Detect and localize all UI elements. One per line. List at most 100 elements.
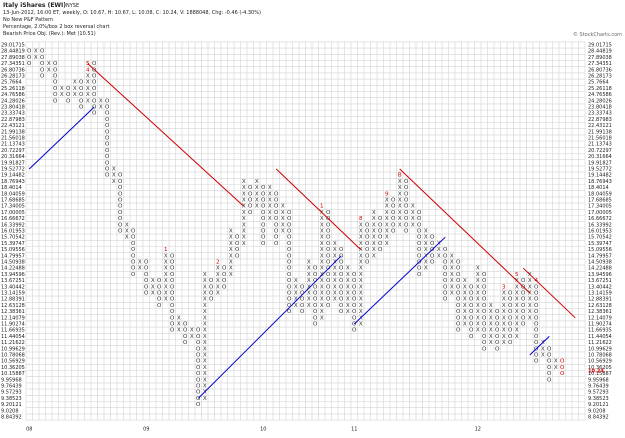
o-box: O — [417, 260, 422, 266]
y-tick-label-right: 19.52772 — [588, 166, 612, 172]
x-box: X — [320, 315, 324, 321]
x-box: X — [99, 104, 103, 110]
x-box: X — [398, 204, 402, 210]
o-box: O — [339, 309, 344, 315]
x-box: X — [203, 365, 207, 371]
month-mark: 4 — [86, 67, 90, 73]
o-box: O — [443, 247, 448, 253]
y-tick-label-right: 12.14079 — [588, 315, 612, 321]
x-box: X — [190, 334, 194, 340]
x-box: X — [346, 297, 350, 303]
o-box: O — [313, 322, 318, 328]
x-box: X — [229, 266, 233, 272]
o-box: O — [534, 334, 539, 340]
x-box: X — [242, 210, 246, 216]
o-box: O — [92, 98, 97, 104]
month-mark: 1 — [320, 204, 324, 210]
column: OOO — [66, 86, 71, 104]
o-box: O — [326, 229, 331, 235]
y-tick-label: 24.28026 — [1, 98, 25, 104]
o-box: O — [482, 340, 487, 346]
o-box: O — [196, 334, 201, 340]
o-box: O — [456, 315, 461, 321]
o-box: O — [365, 247, 370, 253]
o-box: O — [287, 309, 292, 315]
y-tick-label: 12.38361 — [1, 309, 25, 315]
y-tick-label: 13.94596 — [1, 272, 25, 278]
x-box: X — [281, 222, 285, 228]
trendline — [197, 255, 342, 399]
x-box: X — [229, 235, 233, 241]
o-box: O — [391, 216, 396, 222]
x-box: X — [385, 235, 389, 241]
o-box: O — [222, 266, 227, 272]
x-box: X — [528, 284, 532, 290]
column: XX — [99, 98, 103, 110]
y-tick-label: 22.43121 — [1, 123, 25, 129]
x-box: X — [203, 297, 207, 303]
o-box: O — [235, 241, 240, 247]
o-box: O — [456, 284, 461, 290]
x-box: X — [359, 284, 363, 290]
o-box: O — [248, 191, 253, 197]
x-box: X — [216, 291, 220, 297]
o-box: O — [482, 278, 487, 284]
o-box: O — [495, 315, 500, 321]
x-box: X — [203, 334, 207, 340]
y-tick-label: 29.01715 — [1, 43, 25, 49]
x-box: X — [86, 80, 90, 86]
o-box: O — [547, 346, 552, 352]
x-box: X — [502, 340, 506, 346]
o-box: O — [534, 359, 539, 365]
x-box: X — [359, 266, 363, 272]
o-box: O — [235, 253, 240, 259]
x-box: X — [164, 266, 168, 272]
x-box: X — [320, 260, 324, 266]
o-box: O — [521, 322, 526, 328]
o-box: O — [469, 322, 474, 328]
x-box: X — [242, 179, 246, 185]
y-tick-label: 16.01953 — [1, 229, 25, 235]
y-tick-label-right: 24.28026 — [588, 98, 612, 104]
x-tick-label: 09 — [143, 427, 149, 433]
o-box: O — [430, 241, 435, 247]
x-box: X — [359, 278, 363, 284]
y-tick-label: 12.14079 — [1, 315, 25, 321]
o-box: O — [352, 328, 357, 334]
x-box: X — [476, 328, 480, 334]
o-box: O — [352, 322, 357, 328]
o-box: O — [534, 297, 539, 303]
o-box: O — [495, 334, 500, 340]
x-box: X — [203, 390, 207, 396]
o-box: O — [105, 142, 110, 148]
o-box: O — [469, 315, 474, 321]
o-box: O — [131, 241, 136, 247]
x-box: X — [385, 204, 389, 210]
o-box: O — [534, 353, 539, 359]
o-box: O — [560, 365, 565, 371]
x-box: X — [229, 260, 233, 266]
o-box: O — [248, 185, 253, 191]
o-box: O — [508, 334, 513, 340]
x-box: X — [281, 204, 285, 210]
o-box: O — [92, 80, 97, 86]
x-box: X — [359, 291, 363, 297]
y-tick-label-right: 12.63128 — [588, 303, 612, 309]
y-tick-label: 11.66935 — [1, 328, 25, 334]
x-box: X — [502, 303, 506, 309]
trendline — [275, 168, 362, 250]
y-tick-label-right: 13.14159 — [588, 291, 612, 297]
x-box: X — [307, 260, 311, 266]
o-box: O — [365, 222, 370, 228]
o-box: O — [248, 210, 253, 216]
o-box: O — [534, 309, 539, 315]
x-box: X — [164, 297, 168, 303]
